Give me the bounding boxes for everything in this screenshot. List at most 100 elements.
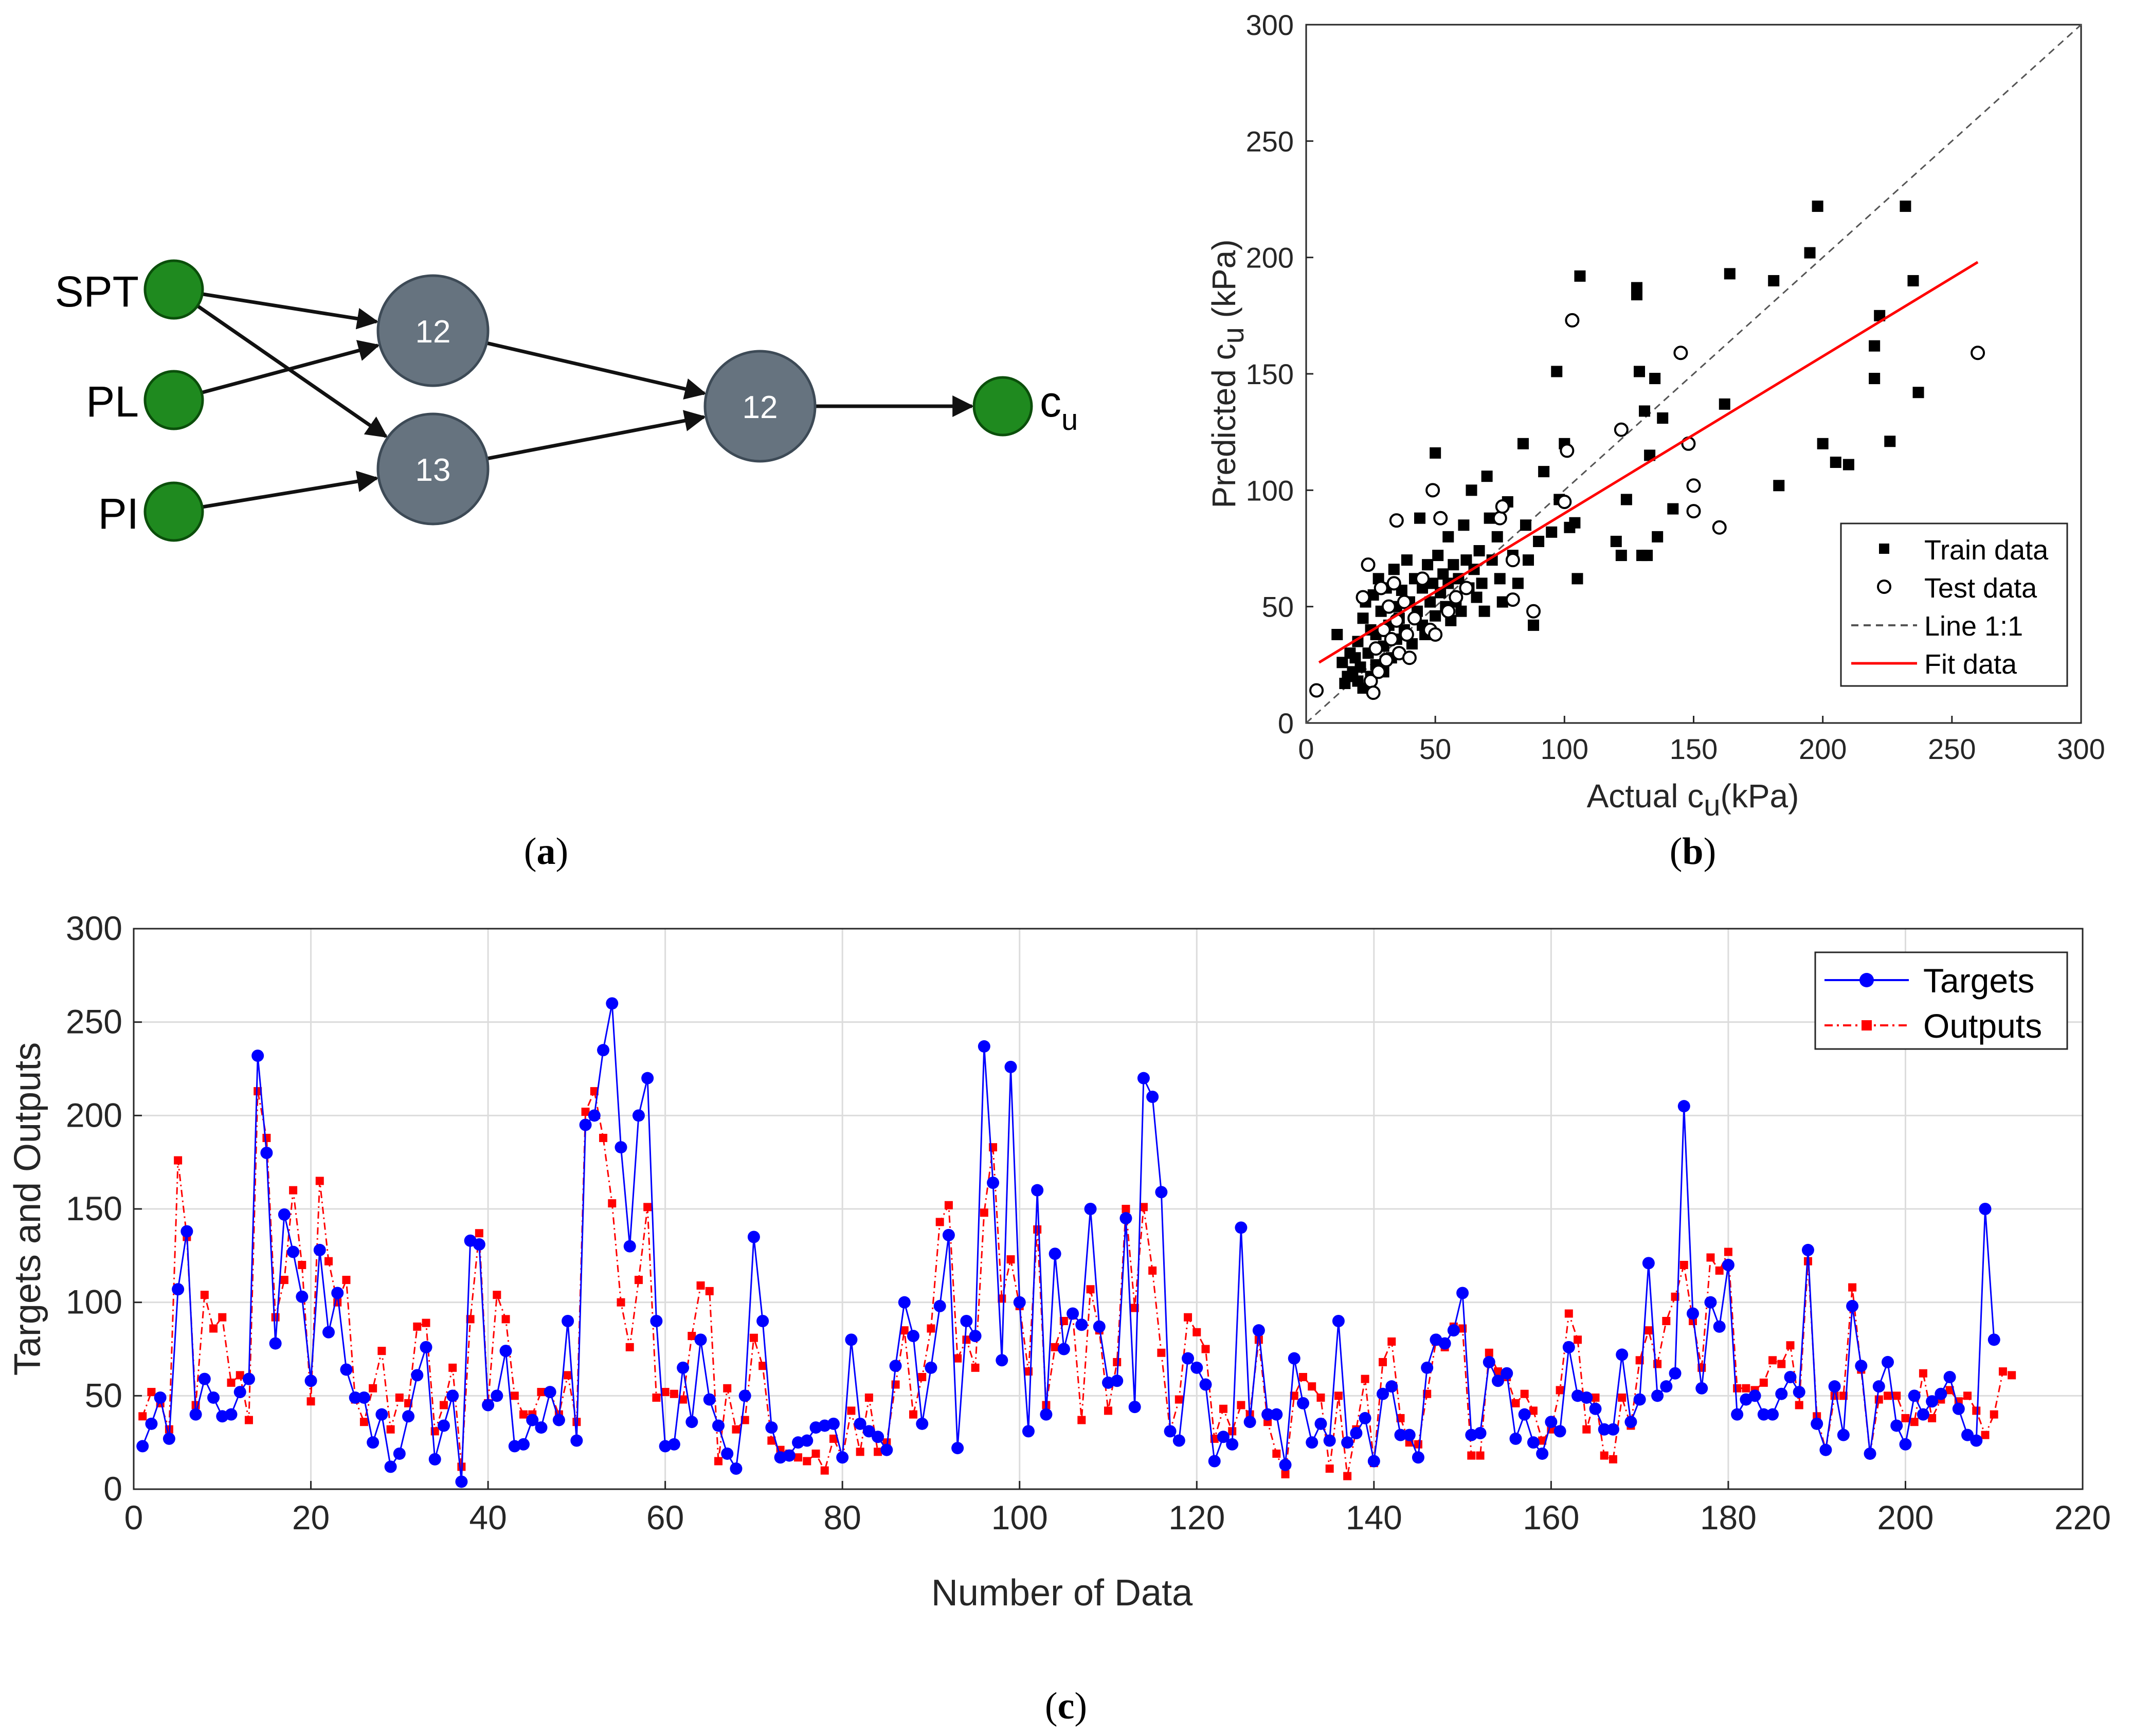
targets-point	[615, 1141, 627, 1154]
targets-point	[1323, 1434, 1336, 1447]
outputs-point	[847, 1406, 856, 1415]
targets-point	[1270, 1408, 1283, 1421]
train-point	[1481, 471, 1493, 482]
targets-point	[1394, 1428, 1407, 1441]
targets-point	[260, 1147, 273, 1159]
outputs-point	[1104, 1406, 1112, 1415]
train-point	[1842, 459, 1854, 471]
outputs-point	[1786, 1341, 1795, 1350]
outputs-point	[1892, 1391, 1901, 1400]
test-point	[1712, 520, 1727, 535]
outputs-point	[386, 1425, 395, 1434]
targets-point	[180, 1225, 193, 1238]
outputs-point	[1529, 1406, 1538, 1415]
train-point	[1486, 554, 1498, 566]
train-point	[1455, 605, 1467, 617]
test-point	[1505, 592, 1520, 607]
outputs-point	[227, 1378, 236, 1387]
targets-point	[473, 1238, 485, 1251]
line-legend: Targets Outputs	[1814, 951, 2068, 1050]
outputs-point	[856, 1448, 864, 1456]
outputs-point	[1139, 1203, 1148, 1211]
targets-point	[960, 1315, 973, 1327]
targets-point	[1704, 1296, 1717, 1309]
targets-point	[1172, 1434, 1185, 1447]
outputs-point	[829, 1434, 838, 1443]
test-point	[1381, 599, 1396, 614]
targets-point	[1164, 1425, 1177, 1438]
line-x-tick-label: 140	[1346, 1498, 1402, 1536]
outputs-point	[1254, 1335, 1263, 1344]
hidden2-node	[703, 350, 817, 463]
targets-point	[1864, 1447, 1876, 1460]
targets-point	[1040, 1408, 1053, 1421]
outputs-point	[927, 1324, 935, 1333]
outputs-point	[696, 1281, 705, 1290]
outputs-point	[1122, 1205, 1130, 1213]
output-label: cu	[1040, 377, 1078, 437]
test-point	[1407, 611, 1422, 626]
targets-point	[1970, 1434, 1983, 1447]
targets-point	[1606, 1423, 1619, 1436]
outputs-point	[1715, 1266, 1724, 1275]
outputs-point	[1884, 1391, 1892, 1400]
targets-point	[1483, 1355, 1495, 1368]
targets-point	[632, 1109, 645, 1122]
outputs-point	[625, 1343, 634, 1351]
panel-label-b: (b)	[1670, 830, 1716, 873]
targets-point	[304, 1375, 317, 1387]
targets-point	[747, 1231, 760, 1243]
scatter-x-tick-label: 0	[1298, 733, 1314, 765]
edge-pi-h1b	[202, 471, 379, 509]
test-point	[1505, 553, 1520, 568]
targets-point	[1695, 1382, 1708, 1395]
targets-point	[933, 1299, 946, 1312]
test-point	[1673, 346, 1688, 360]
targets-point	[162, 1432, 175, 1445]
targets-point	[1412, 1451, 1424, 1464]
targets-point	[225, 1408, 238, 1421]
targets-point	[1314, 1417, 1327, 1430]
legend-identity-label: Line 1:1	[1924, 611, 2023, 642]
train-point	[1466, 484, 1477, 496]
targets-point	[1067, 1307, 1079, 1320]
outputs-point	[1175, 1395, 1183, 1404]
hidden1-node-2	[376, 412, 490, 526]
scatter-y-tick-label: 50	[1262, 591, 1294, 623]
scatter-y-tick-label: 100	[1246, 474, 1294, 507]
legend-outputs-marker	[1862, 1020, 1872, 1030]
output-label-sub: u	[1061, 403, 1078, 437]
outputs-point	[439, 1401, 448, 1409]
test-point	[1565, 313, 1580, 328]
scatter-y-tick-label: 250	[1246, 125, 1294, 157]
train-point	[1430, 610, 1441, 622]
outputs-point	[749, 1333, 758, 1342]
outputs-point	[705, 1287, 714, 1295]
outputs-point	[1618, 1393, 1627, 1402]
outputs-point	[1609, 1455, 1617, 1463]
outputs-point	[1795, 1401, 1803, 1409]
targets-point	[1660, 1380, 1673, 1393]
outputs-point	[475, 1229, 483, 1238]
targets-point	[296, 1290, 309, 1303]
train-point	[1869, 373, 1881, 385]
targets-point	[455, 1475, 468, 1488]
outputs-point	[1538, 1436, 1547, 1445]
outputs-point	[519, 1410, 528, 1419]
targets-point	[1332, 1315, 1345, 1327]
outputs-point	[298, 1261, 306, 1269]
line-x-tick-label: 200	[1877, 1498, 1934, 1536]
targets-point	[703, 1393, 716, 1406]
legend-outputs-label: Outputs	[1923, 1007, 2042, 1045]
targets-point	[1624, 1416, 1637, 1428]
targets-point	[1793, 1386, 1805, 1399]
targets-point	[1217, 1431, 1230, 1443]
line-y-axis-label: Targets and Outputs	[7, 1042, 48, 1376]
outputs-point	[1308, 1382, 1316, 1391]
targets-point	[996, 1354, 1008, 1367]
targets-point	[1111, 1375, 1124, 1387]
outputs-point	[1467, 1451, 1476, 1460]
scatter-x-tick-label: 200	[1799, 733, 1847, 765]
outputs-point	[1972, 1406, 1981, 1415]
outputs-point	[200, 1291, 209, 1299]
